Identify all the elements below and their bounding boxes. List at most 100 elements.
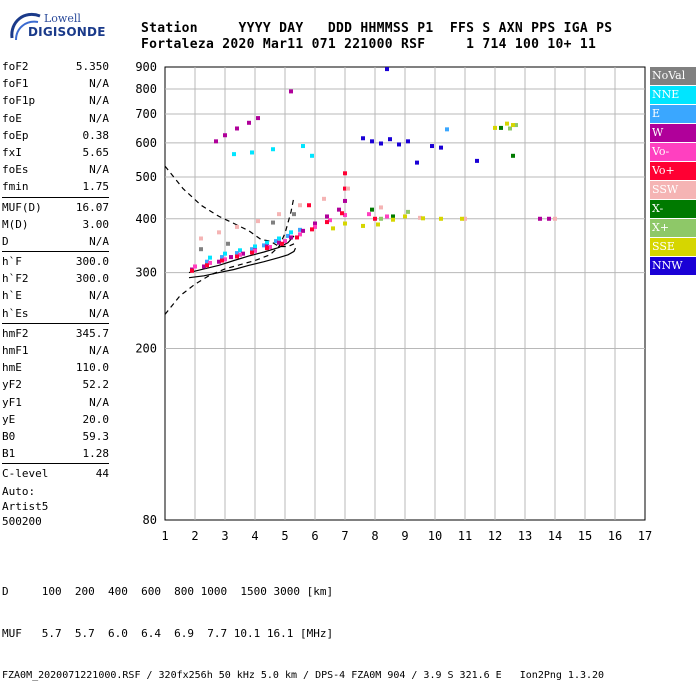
echo-point bbox=[265, 240, 269, 245]
legend-item: SSE bbox=[650, 237, 696, 257]
y-tick-label: 700 bbox=[135, 107, 157, 121]
param-row: hmE 110.0 bbox=[2, 359, 109, 376]
x-tick-label: 2 bbox=[191, 529, 198, 543]
param-value: 52.2 bbox=[82, 378, 110, 392]
echo-point bbox=[202, 264, 206, 269]
echo-point bbox=[553, 216, 557, 221]
echo-point bbox=[379, 216, 383, 221]
echo-point bbox=[328, 218, 332, 223]
header-line-1: Station YYYY DAY DDD HHMMSS P1 FFS S AXN… bbox=[141, 21, 613, 36]
param-name: hmF2 bbox=[2, 326, 29, 340]
param-value: 5.350 bbox=[75, 60, 109, 73]
scaled-parameters-panel: foF2 5.350 foF1 N/A foF1p N/A foE N/A foEp 0.38 fx… bbox=[2, 58, 109, 483]
echo-point bbox=[256, 116, 260, 121]
echo-point bbox=[463, 216, 467, 221]
echo-point bbox=[406, 209, 410, 214]
echo-point bbox=[208, 255, 212, 260]
param-row: B1 1.28 bbox=[2, 445, 109, 462]
param-row: yE 20.0 bbox=[2, 411, 109, 428]
echo-point bbox=[493, 125, 497, 130]
echo-point bbox=[298, 227, 302, 232]
param-value: N/A bbox=[89, 395, 109, 409]
echo-point bbox=[403, 214, 407, 219]
param-value: 1.75 bbox=[82, 180, 110, 194]
x-tick-label: 15 bbox=[578, 529, 592, 543]
echo-point bbox=[499, 125, 503, 130]
param-row: yF2 52.2 bbox=[2, 376, 109, 393]
echo-point bbox=[439, 145, 443, 150]
y-tick-label: 800 bbox=[135, 82, 157, 96]
legend-item: X- bbox=[650, 199, 696, 219]
echo-point bbox=[373, 216, 377, 221]
echo-point bbox=[343, 186, 347, 191]
param-value: N/A bbox=[89, 234, 109, 248]
param-row: M(D) 3.00 bbox=[2, 216, 109, 233]
x-tick-label: 14 bbox=[548, 529, 562, 543]
param-row: foEp 0.38 bbox=[2, 127, 109, 144]
echo-point bbox=[475, 158, 479, 163]
param-row: hmF1 N/A bbox=[2, 342, 109, 359]
echo-point bbox=[370, 139, 374, 144]
param-row: h`E N/A bbox=[2, 287, 109, 304]
param-separator bbox=[2, 322, 109, 324]
x-tick-label: 17 bbox=[638, 529, 652, 543]
echo-point bbox=[220, 258, 224, 263]
param-row: foF1 N/A bbox=[2, 75, 109, 92]
x-tick-label: 4 bbox=[251, 529, 258, 543]
legend-item: Vo- bbox=[650, 142, 696, 162]
param-value: 1.28 bbox=[82, 447, 110, 461]
param-row: fmin 1.75 bbox=[2, 178, 109, 195]
echo-point bbox=[460, 216, 464, 221]
param-value: 16.07 bbox=[75, 200, 109, 214]
echo-point bbox=[238, 248, 242, 253]
echo-point bbox=[205, 263, 209, 268]
param-name: yE bbox=[2, 412, 16, 426]
echo-point bbox=[511, 153, 515, 158]
polarization-legend: NoVal NNE E W Vo- Vo+ SSW X- X+ SSE NNW bbox=[650, 67, 696, 276]
param-separator bbox=[2, 196, 109, 198]
param-value: N/A bbox=[89, 289, 109, 303]
echo-point bbox=[247, 120, 251, 125]
param-name: foEp bbox=[2, 128, 29, 142]
echo-point bbox=[199, 247, 203, 252]
x-tick-label: 10 bbox=[428, 529, 442, 543]
echo-point bbox=[379, 205, 383, 210]
echo-point bbox=[274, 239, 278, 244]
param-value: 44 bbox=[95, 467, 109, 481]
muf-row: MUF 5.7 5.7 6.0 6.4 6.9 7.7 10.1 16.1 [M… bbox=[2, 627, 334, 640]
echo-point bbox=[256, 219, 260, 224]
echo-point bbox=[289, 235, 293, 240]
param-name: D bbox=[2, 234, 9, 248]
param-row: MUF(D) 16.07 bbox=[2, 199, 109, 216]
param-value: 3.00 bbox=[82, 217, 110, 231]
echo-point bbox=[208, 260, 212, 265]
param-value: 300.0 bbox=[75, 272, 109, 286]
legend-item: SSW bbox=[650, 180, 696, 200]
param-row: foF2 5.350 bbox=[2, 58, 109, 75]
param-row: foF1p N/A bbox=[2, 92, 109, 109]
echo-point bbox=[367, 212, 371, 217]
param-name: h`F bbox=[2, 255, 22, 269]
echo-point bbox=[223, 257, 227, 262]
x-tick-label: 3 bbox=[221, 529, 228, 543]
header-line-2: Fortaleza 2020 Mar11 071 221000 RSF 1 71… bbox=[141, 37, 597, 52]
echo-point bbox=[421, 216, 425, 221]
param-value: 20.0 bbox=[82, 412, 110, 426]
echo-point bbox=[322, 196, 326, 201]
echo-point bbox=[343, 171, 347, 176]
param-name: foF1 bbox=[2, 77, 29, 91]
digisonde-logo: Lowell DIGISONDE bbox=[4, 4, 105, 48]
echo-point bbox=[235, 254, 239, 259]
echo-point bbox=[514, 123, 518, 128]
param-name: B1 bbox=[2, 447, 16, 461]
echo-point bbox=[511, 123, 515, 128]
param-name: yF1 bbox=[2, 395, 22, 409]
param-name: h`E bbox=[2, 289, 22, 303]
echo-point bbox=[295, 235, 299, 240]
param-name: foEs bbox=[2, 163, 29, 177]
param-row: hmF2 345.7 bbox=[2, 325, 109, 342]
x-tick-label: 1 bbox=[161, 529, 168, 543]
echo-point bbox=[325, 220, 329, 225]
echo-point bbox=[220, 255, 224, 260]
param-value: 5.65 bbox=[82, 145, 110, 159]
